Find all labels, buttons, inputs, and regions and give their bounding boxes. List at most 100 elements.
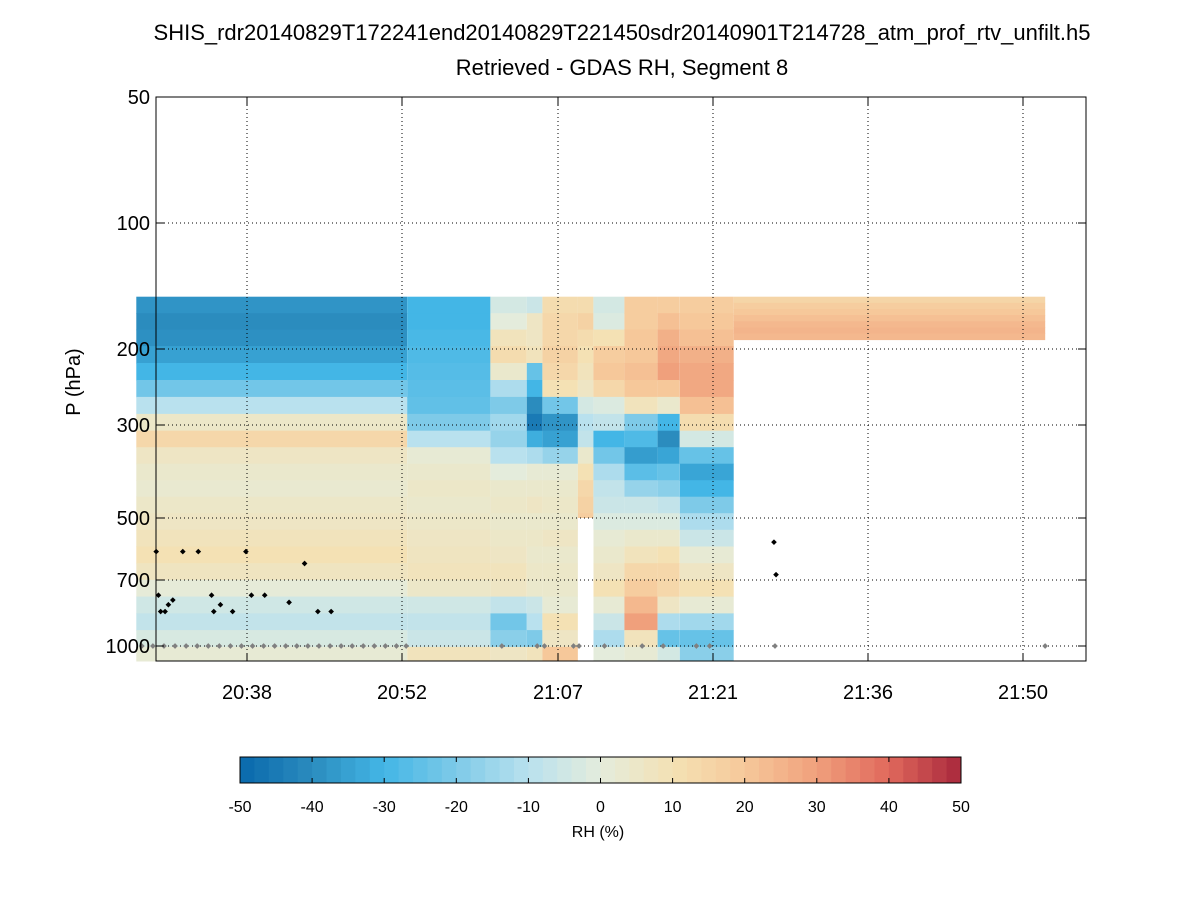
heat-cell-segment-a-4 <box>136 363 408 381</box>
heat-cell-segment-i-20 <box>657 630 680 648</box>
gray-marker-14 <box>293 643 300 649</box>
heat-cell-segment-b-9 <box>407 447 491 465</box>
colorbar-swatch-25 <box>600 757 616 783</box>
heat-cell-segment-i-14 <box>657 529 680 547</box>
gray-marker-15 <box>305 643 311 649</box>
heat-cell-segment-e-21 <box>542 646 578 662</box>
heat-cell-segment-d-17 <box>526 579 543 598</box>
x-tick-label-2: 21:07 <box>533 682 583 704</box>
gray-marker-9 <box>238 643 245 649</box>
black-marker-12 <box>243 548 249 555</box>
colorbar-swatch-43 <box>860 757 875 783</box>
colorbar-swatch-5 <box>312 757 328 783</box>
colorbar-swatch-46 <box>903 757 919 783</box>
heat-cell-segment-h-21 <box>624 646 658 662</box>
heat-cell-segment-e-2 <box>542 329 578 347</box>
colorbar-swatch-21 <box>542 757 558 783</box>
colorbar-swatch-11 <box>398 757 414 783</box>
heat-cell-segment-a-6 <box>136 396 408 415</box>
gray-marker-12 <box>271 643 278 649</box>
heat-cell-segment-h-19 <box>624 613 658 631</box>
gray-marker-6 <box>205 643 212 649</box>
heat-cell-segment-d-11 <box>526 480 543 498</box>
colorbar-tick-label-4: -10 <box>517 799 540 816</box>
colorbar-swatch-20 <box>528 757 544 783</box>
heat-cell-segment-b-21 <box>407 646 491 662</box>
heat-cell-segment-j-3 <box>679 346 734 364</box>
colorbar-swatch-2 <box>268 757 284 783</box>
gray-marker-11 <box>260 643 267 649</box>
gray-marker-17 <box>327 643 333 649</box>
heat-cell-segment-d-1 <box>526 313 543 331</box>
heat-cell-segment-d-4 <box>526 363 543 381</box>
heat-cell-segment-j-2 <box>679 329 734 347</box>
heat-cell-segment-c-13 <box>490 513 527 531</box>
colorbar-swatch-16 <box>470 757 486 783</box>
heat-cell-segment-e-7 <box>542 413 578 432</box>
heat-cell-segment-j-11 <box>679 480 734 498</box>
heat-cell-segment-d-19 <box>526 613 543 631</box>
heat-cell-segment-h-18 <box>624 596 658 614</box>
colorbar-swatch-18 <box>499 757 515 783</box>
heat-cell-segment-e-16 <box>542 563 578 581</box>
heat-cell-segment-a-9 <box>136 447 408 465</box>
colorbar-swatch-0 <box>240 757 255 783</box>
heat-cell-segment-c-21 <box>490 646 527 662</box>
heat-cell-segment-j-6 <box>679 396 734 415</box>
heat-cell-segment-h-20 <box>624 630 658 648</box>
colorbar-swatch-8 <box>355 757 371 783</box>
chart-subtitle: Retrieved - GDAS RH, Segment 8 <box>456 55 789 80</box>
colorbar-swatch-30 <box>672 757 688 783</box>
heat-cell-segment-c-12 <box>490 496 527 514</box>
heat-cell-segment-i-19 <box>657 613 680 631</box>
heat-cell-segment-b-2 <box>407 329 491 347</box>
black-marker-11 <box>229 608 236 615</box>
gray-marker-18 <box>338 643 344 649</box>
colorbar-swatch-28 <box>643 757 659 783</box>
x-tick-label-3: 21:21 <box>688 682 738 704</box>
gray-marker-0 <box>138 643 145 649</box>
heat-cell-segment-b-0 <box>407 296 491 314</box>
heat-cell-segment-b-15 <box>407 546 491 564</box>
heat-cell-segment-i-6 <box>657 396 680 415</box>
heat-cell-segment-e-10 <box>542 463 578 481</box>
heat-cell-segment-d-10 <box>526 463 543 481</box>
gray-marker-27 <box>541 643 548 649</box>
colorbar-swatch-7 <box>340 757 356 783</box>
heat-cell-segment-j-20 <box>679 630 734 648</box>
colorbar-swatch-6 <box>326 757 342 783</box>
gray-marker-20 <box>360 643 367 649</box>
heat-cell-segment-f-4 <box>577 363 594 381</box>
heat-cell-segment-j-19 <box>679 613 734 631</box>
colorbar-swatch-15 <box>456 757 472 783</box>
heat-cell-segment-e-0 <box>542 296 578 314</box>
heat-cell-segment-b-7 <box>407 413 491 432</box>
heat-cell-segment-g-4 <box>593 363 625 381</box>
colorbar-swatch-39 <box>802 757 818 783</box>
heat-cell-segment-c-11 <box>490 480 527 498</box>
colorbar-swatch-31 <box>687 757 702 783</box>
y-tick-label-6: 1000 <box>106 636 151 658</box>
gray-marker-26 <box>534 643 541 649</box>
heat-cell-segment-b-20 <box>407 630 491 648</box>
heat-cell-segment-d-20 <box>526 630 543 648</box>
gray-marker-4 <box>183 643 189 649</box>
heat-cell-segment-a-3 <box>136 346 408 364</box>
heat-cell-segment-g-17 <box>593 579 625 598</box>
gray-marker-16 <box>316 643 322 649</box>
colorbar-swatch-32 <box>701 757 717 783</box>
heat-cell-segment-c-10 <box>490 463 527 481</box>
black-marker-16 <box>301 560 308 567</box>
heat-cell-segment-e-12 <box>542 496 578 514</box>
heat-cell-segment-c-14 <box>490 529 527 547</box>
heat-cell-segment-e-14 <box>542 529 578 547</box>
heat-cell-segment-b-16 <box>407 563 491 581</box>
black-marker-8 <box>208 592 215 599</box>
heat-cell-segment-h-7 <box>624 413 658 432</box>
heat-cell-segment-g-1 <box>593 313 625 331</box>
x-axis: 20:38 20:52 21:07 21:21 21:36 21:50 <box>222 97 1048 704</box>
heat-cell-segment-j-5 <box>679 380 734 398</box>
heat-cell-segment-f-5 <box>577 380 594 398</box>
heat-cell-segment-a-18 <box>136 596 408 614</box>
heat-cell-segment-d-18 <box>526 596 543 614</box>
